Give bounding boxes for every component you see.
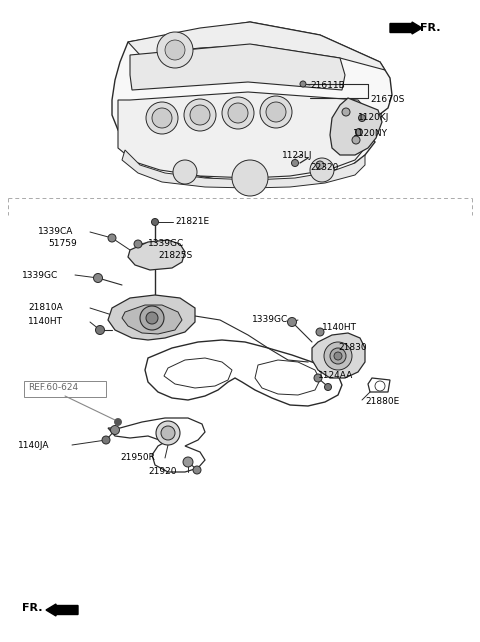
Circle shape xyxy=(183,457,193,467)
Text: 1123LJ: 1123LJ xyxy=(282,150,312,159)
Text: 21810A: 21810A xyxy=(28,304,63,313)
Circle shape xyxy=(161,426,175,440)
Circle shape xyxy=(228,103,248,123)
Circle shape xyxy=(330,348,346,364)
Text: 1339CA: 1339CA xyxy=(38,227,73,236)
Circle shape xyxy=(291,159,299,166)
Circle shape xyxy=(157,32,193,68)
Circle shape xyxy=(356,128,362,135)
Circle shape xyxy=(324,342,352,370)
Circle shape xyxy=(156,421,180,445)
Text: 21825S: 21825S xyxy=(158,250,192,259)
Circle shape xyxy=(140,306,164,330)
Polygon shape xyxy=(122,305,182,334)
Polygon shape xyxy=(128,240,185,270)
Circle shape xyxy=(342,108,350,116)
Circle shape xyxy=(260,96,292,128)
Circle shape xyxy=(110,426,120,435)
Text: REF.60-624: REF.60-624 xyxy=(28,383,78,392)
Text: FR.: FR. xyxy=(22,603,43,613)
Circle shape xyxy=(190,105,210,125)
Circle shape xyxy=(150,247,166,263)
Circle shape xyxy=(324,383,332,390)
Text: 1124AA: 1124AA xyxy=(318,372,353,381)
Polygon shape xyxy=(108,295,195,340)
Circle shape xyxy=(193,466,201,474)
Text: 1339GC: 1339GC xyxy=(252,315,288,324)
Circle shape xyxy=(173,160,197,184)
Circle shape xyxy=(184,99,216,131)
Polygon shape xyxy=(130,44,345,90)
Text: 21830: 21830 xyxy=(338,343,367,352)
Circle shape xyxy=(134,240,142,248)
Text: 21950R: 21950R xyxy=(120,453,155,462)
Circle shape xyxy=(154,251,162,259)
Polygon shape xyxy=(330,98,382,155)
Circle shape xyxy=(165,40,185,60)
Circle shape xyxy=(300,81,306,87)
Circle shape xyxy=(146,102,178,134)
Circle shape xyxy=(146,312,158,324)
Circle shape xyxy=(115,419,121,426)
Polygon shape xyxy=(118,92,365,178)
FancyArrow shape xyxy=(390,22,422,34)
Polygon shape xyxy=(312,333,365,378)
Polygon shape xyxy=(122,150,365,188)
Text: 1140HT: 1140HT xyxy=(322,324,357,333)
Text: 21821E: 21821E xyxy=(175,218,209,227)
Circle shape xyxy=(316,161,324,169)
Circle shape xyxy=(94,273,103,282)
Circle shape xyxy=(352,136,360,144)
Circle shape xyxy=(96,325,105,334)
Circle shape xyxy=(288,318,297,327)
Text: 1120KJ: 1120KJ xyxy=(358,114,389,123)
Text: 1339GC: 1339GC xyxy=(148,238,184,248)
Text: 22320: 22320 xyxy=(310,164,338,173)
Text: 51759: 51759 xyxy=(48,238,77,248)
Text: 21880E: 21880E xyxy=(365,397,399,406)
Text: 21611B: 21611B xyxy=(310,80,345,89)
Circle shape xyxy=(334,352,342,360)
Circle shape xyxy=(152,218,158,225)
Circle shape xyxy=(316,328,324,336)
Text: FR.: FR. xyxy=(420,23,441,33)
Circle shape xyxy=(310,158,334,182)
Polygon shape xyxy=(112,22,392,182)
Circle shape xyxy=(102,436,110,444)
Circle shape xyxy=(266,102,286,122)
Circle shape xyxy=(108,234,116,242)
Text: 1140HT: 1140HT xyxy=(28,318,63,327)
Text: 21920: 21920 xyxy=(148,467,177,476)
Circle shape xyxy=(222,97,254,129)
Circle shape xyxy=(359,114,365,121)
FancyArrow shape xyxy=(46,604,78,616)
Polygon shape xyxy=(128,22,385,70)
Circle shape xyxy=(232,160,268,196)
Text: 1120NY: 1120NY xyxy=(353,130,388,139)
Text: 21670S: 21670S xyxy=(370,96,404,105)
Text: 1140JA: 1140JA xyxy=(18,440,49,449)
Circle shape xyxy=(152,108,172,128)
Circle shape xyxy=(314,374,322,382)
Text: 1339GC: 1339GC xyxy=(22,270,58,279)
